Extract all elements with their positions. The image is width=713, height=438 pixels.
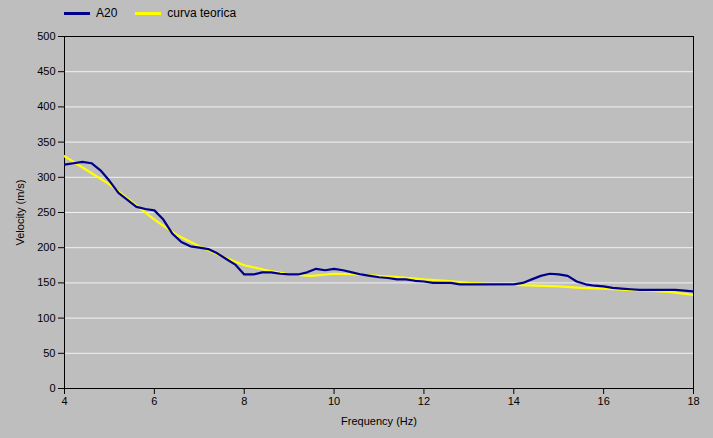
svg-text:8: 8 [241, 395, 247, 407]
svg-text:100: 100 [37, 312, 55, 324]
svg-text:18: 18 [687, 395, 699, 407]
svg-text:10: 10 [328, 395, 340, 407]
svg-text:500: 500 [37, 30, 55, 42]
svg-text:0: 0 [49, 382, 55, 394]
svg-text:14: 14 [508, 395, 520, 407]
svg-text:Frequency (Hz): Frequency (Hz) [341, 415, 417, 427]
svg-text:250: 250 [37, 206, 55, 218]
svg-text:4: 4 [61, 395, 67, 407]
svg-text:50: 50 [43, 347, 55, 359]
svg-text:450: 450 [37, 65, 55, 77]
svg-text:6: 6 [151, 395, 157, 407]
svg-text:350: 350 [37, 136, 55, 148]
svg-text:16: 16 [598, 395, 610, 407]
html-text:A20: A20 [96, 6, 118, 20]
html-text:curva teorica: curva teorica [167, 6, 237, 20]
svg-text:12: 12 [418, 395, 430, 407]
svg-text:400: 400 [37, 100, 55, 112]
svg-text:150: 150 [37, 276, 55, 288]
svg-text:300: 300 [37, 171, 55, 183]
svg-text:Velocity (m/s): Velocity (m/s) [14, 179, 26, 245]
svg-text:200: 200 [37, 241, 55, 253]
